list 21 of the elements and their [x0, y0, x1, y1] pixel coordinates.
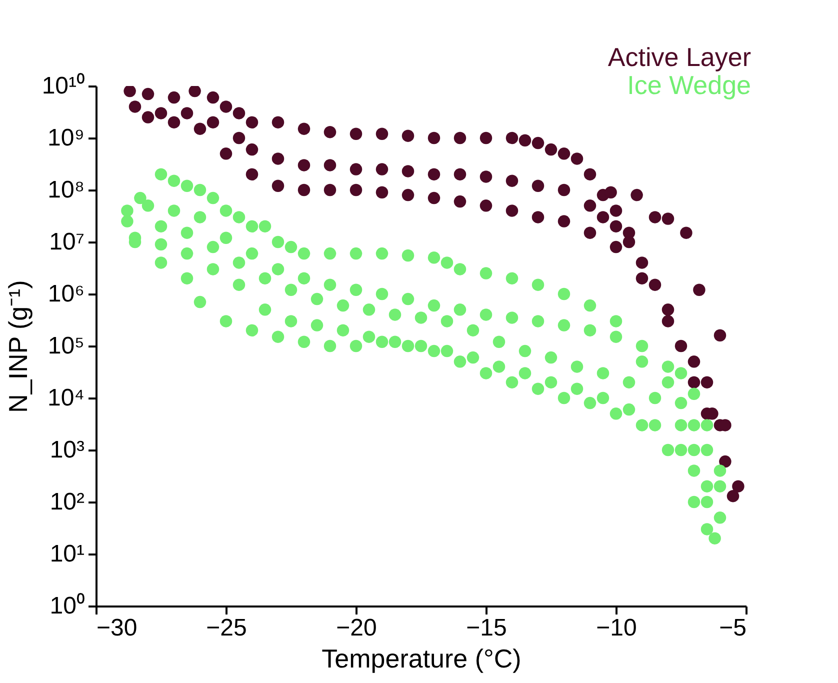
y-tick-label: 10¹⁰	[42, 72, 84, 100]
y-tick-label: 10⁷	[49, 228, 84, 256]
x-tick-label: −10	[596, 614, 637, 642]
x-tick-label: −25	[206, 614, 247, 642]
y-axis-title: N_INP (g⁻¹)	[2, 280, 33, 413]
y-tick-label: 10⁰	[50, 592, 84, 620]
x-tick-label: −5	[719, 614, 746, 642]
y-tick-label: 10⁸	[48, 176, 84, 204]
y-tick-label: 10⁴	[47, 384, 84, 412]
x-tick-label: −30	[96, 614, 138, 642]
y-tick-label: 10³	[50, 436, 85, 464]
x-tick-label: −20	[336, 614, 377, 642]
x-axis-title: Temperature (°C)	[322, 644, 522, 674]
text: Active Layer	[608, 42, 752, 72]
text: Ice Wedge	[627, 70, 751, 100]
x-tick-label: −15	[466, 614, 507, 642]
y-tick-label: 10⁵	[48, 332, 84, 360]
y-tick-label: 10⁹	[48, 124, 84, 152]
y-tick-label: 10⁶	[48, 280, 84, 308]
y-tick-label: 10²	[50, 488, 85, 516]
y-tick-label: 10¹	[50, 540, 85, 568]
